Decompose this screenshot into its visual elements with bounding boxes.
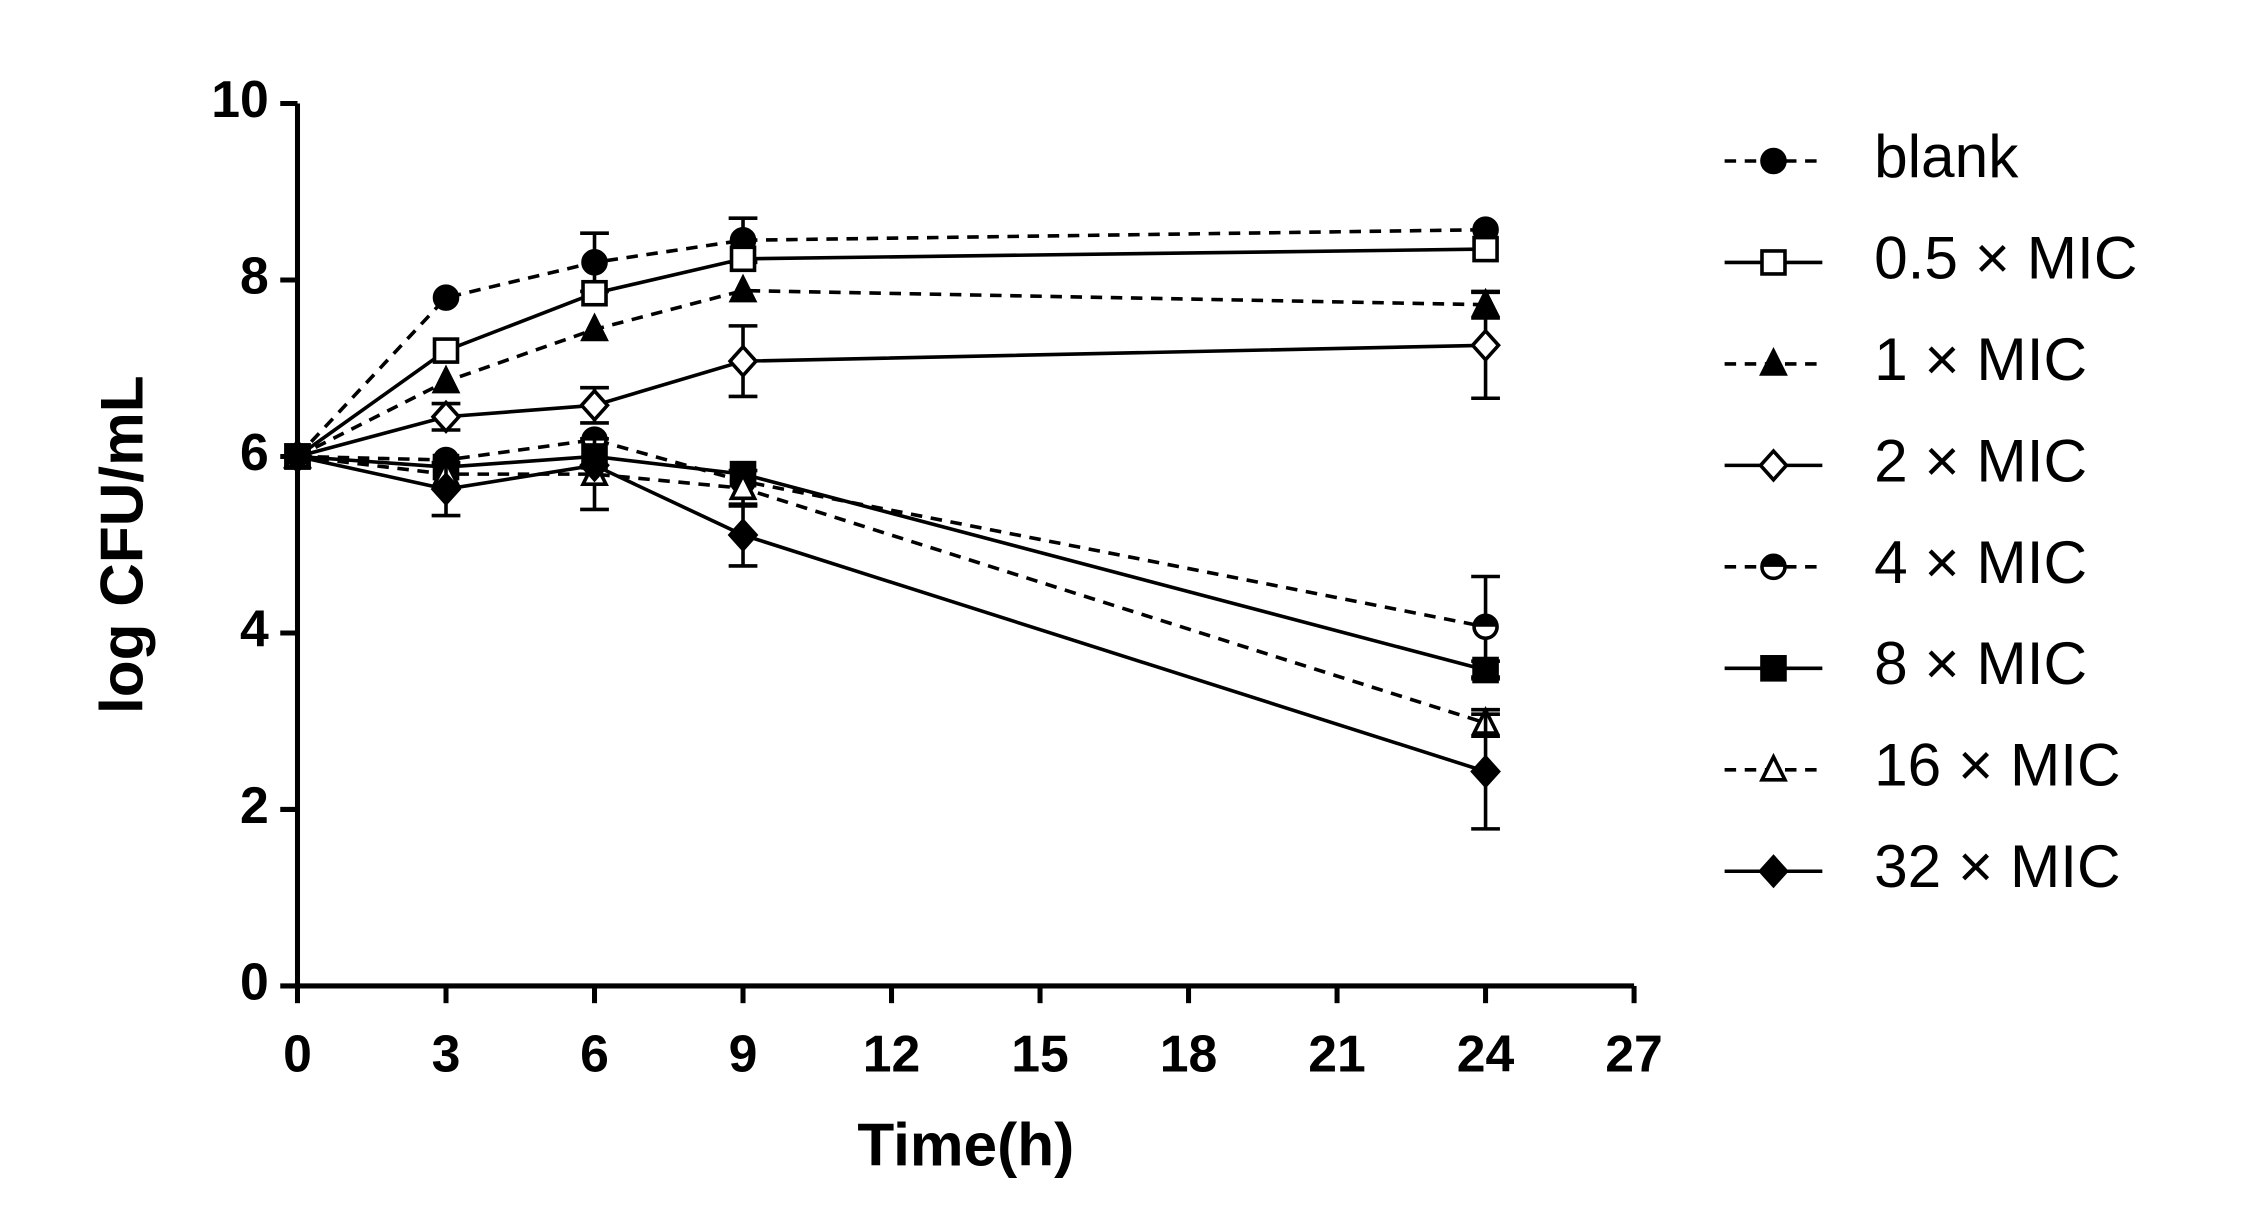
marker	[580, 312, 609, 342]
x-tick-label: 3	[432, 1024, 461, 1082]
marker	[432, 284, 460, 311]
marker	[727, 517, 759, 553]
series-line	[297, 454, 1487, 672]
series-line	[296, 288, 1486, 459]
legend-label: 8 × MIC	[1874, 629, 2087, 697]
marker	[1470, 328, 1501, 363]
marker	[579, 448, 610, 483]
x-tick-label: 24	[1457, 1024, 1515, 1082]
marker	[430, 472, 462, 507]
y-tick-label: 10	[211, 70, 269, 128]
y-tick-label: 8	[240, 247, 269, 305]
legend-marker	[1760, 147, 1787, 175]
legend-label: 16 × MIC	[1874, 731, 2121, 799]
series-line	[297, 437, 1486, 629]
marker	[1472, 235, 1499, 263]
marker	[430, 399, 462, 434]
marker	[431, 364, 461, 394]
marker	[727, 344, 759, 379]
x-tick-label: 12	[863, 1024, 921, 1082]
marker	[1472, 613, 1499, 641]
marker-part	[1761, 555, 1785, 567]
y-tick-label: 6	[240, 423, 269, 481]
legend-label: 1 × MIC	[1874, 325, 2087, 393]
marker	[432, 337, 460, 364]
marker	[728, 273, 758, 303]
x-tick-label: 6	[580, 1024, 609, 1082]
legend-marker	[1759, 346, 1788, 376]
x-tick-label: 0	[283, 1024, 312, 1082]
marker-part	[583, 428, 607, 440]
legend-marker	[1758, 854, 1789, 889]
series-line	[296, 227, 1486, 458]
legend-marker	[1760, 553, 1787, 581]
marker	[581, 249, 608, 276]
marker	[579, 388, 610, 423]
legend-marker	[1758, 448, 1789, 483]
legend-label: 4 × MIC	[1874, 528, 2087, 596]
y-tick-label: 0	[240, 953, 269, 1011]
y-tick-label: 2	[240, 776, 269, 834]
series-line	[297, 454, 1487, 725]
series-line	[297, 454, 1487, 774]
x-tick-label: 27	[1605, 1024, 1663, 1082]
y-tick-label: 4	[240, 600, 269, 658]
marker	[1470, 754, 1501, 789]
x-tick-label: 21	[1308, 1024, 1366, 1082]
x-tick-label: 18	[1160, 1024, 1218, 1082]
marker	[728, 471, 758, 501]
y-axis-title: log CFU/mL	[87, 375, 155, 714]
marker	[1472, 656, 1499, 684]
legend-label: 2 × MIC	[1874, 426, 2087, 494]
legend-marker	[1759, 752, 1788, 782]
legend-marker	[1760, 655, 1787, 682]
legend-label: 32 × MIC	[1874, 832, 2121, 900]
marker	[282, 439, 313, 474]
x-axis-title: Time(h)	[857, 1111, 1074, 1179]
x-tick-label: 15	[1011, 1024, 1069, 1082]
marker	[729, 245, 757, 273]
legend-label: blank	[1874, 122, 2019, 190]
legend-label: 0.5 × MIC	[1874, 223, 2137, 291]
legend-marker	[1760, 249, 1787, 276]
series-line	[296, 247, 1486, 458]
series-line	[297, 343, 1486, 459]
marker	[581, 279, 608, 307]
x-tick-label: 9	[729, 1024, 758, 1082]
marker-part	[1474, 615, 1498, 627]
